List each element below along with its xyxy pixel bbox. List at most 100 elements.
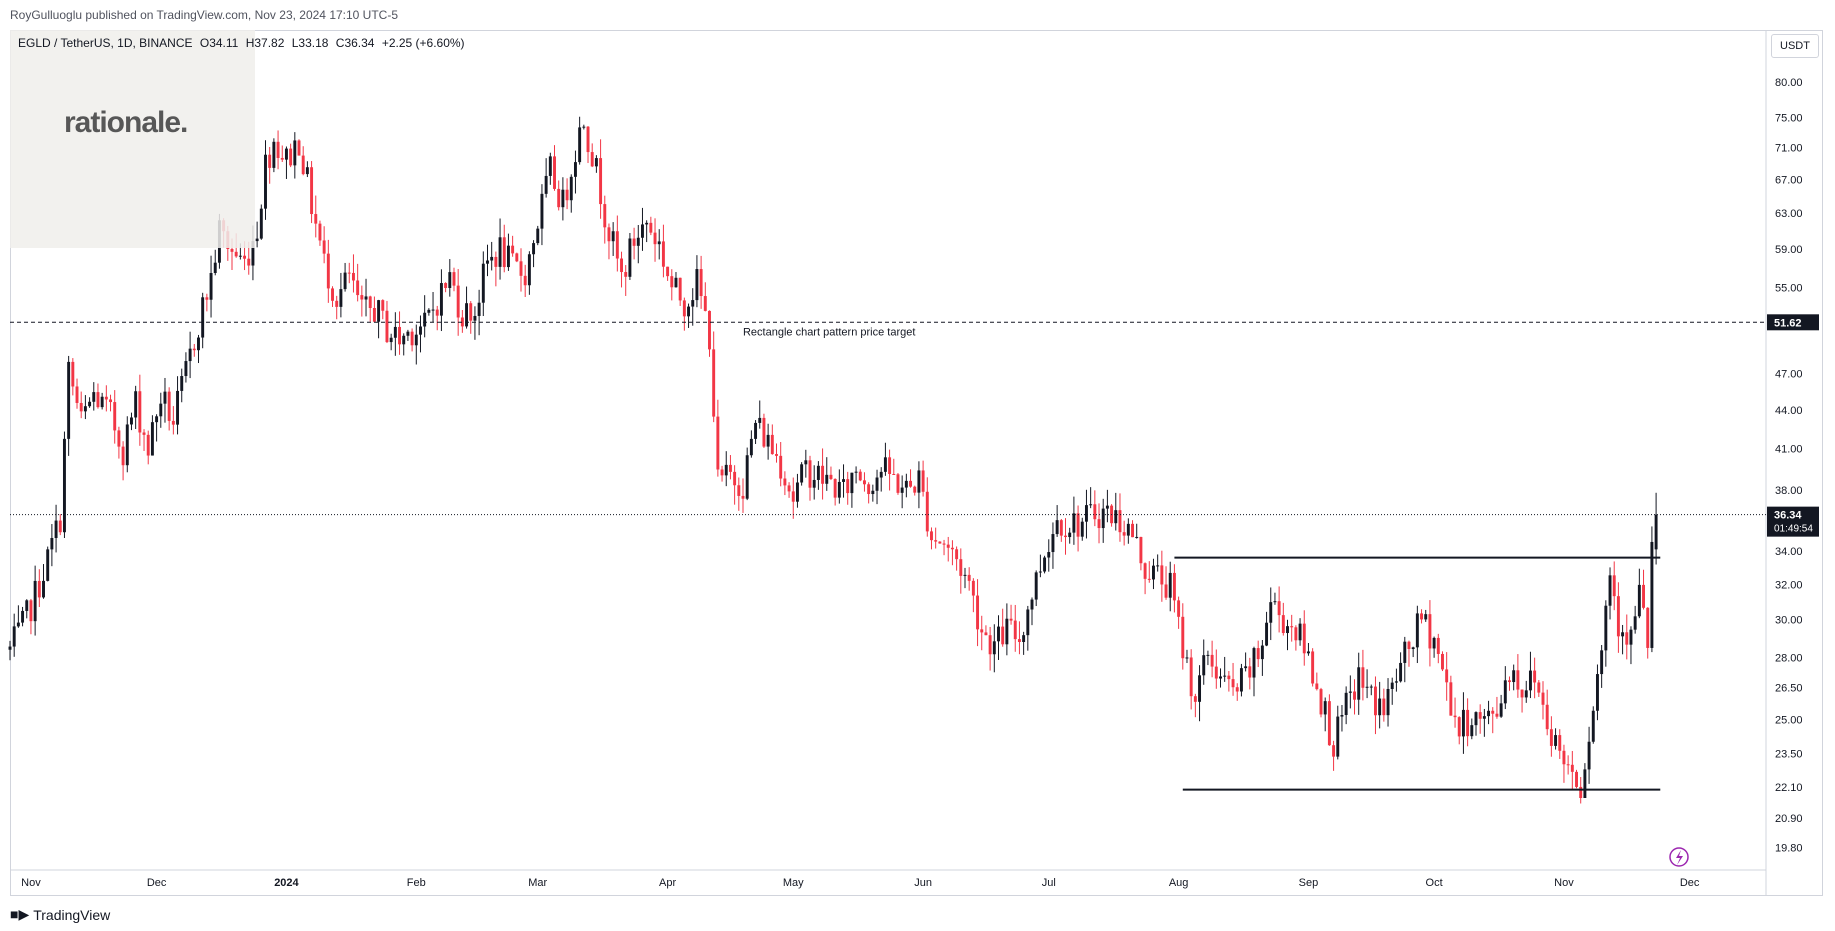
candle-body [481,263,485,303]
candle-body [1495,713,1499,717]
candle-body [1604,605,1608,651]
candle-body [645,222,649,225]
lightning-bolt-icon [1676,850,1683,865]
candle-body [611,231,615,242]
candle-body [682,300,686,317]
candle-body [1260,645,1264,660]
candle-body [775,454,778,456]
candle-body [695,269,699,301]
candle-body [879,471,883,478]
candle-body [339,289,343,307]
candle-body [280,157,284,160]
candle-body [988,635,992,655]
candle-body [1449,682,1453,716]
candle-body [1541,692,1545,705]
candle-body [297,140,301,156]
candle-body [113,402,117,431]
time-tick-label: Aug [1169,877,1189,889]
candle-body [1001,626,1005,645]
candle-body [255,238,259,242]
candle-body [1612,575,1616,597]
candle-body [946,544,950,548]
candle-body [523,275,527,286]
candle-body [590,152,594,167]
candle-body [37,580,41,598]
tradingview-footer[interactable]: ■▶ TradingView [10,906,110,923]
candle-body [1512,670,1516,683]
candle-body [335,300,339,307]
rationale-watermark: rationale. [10,30,255,248]
candle-body [155,416,159,423]
candle-body [398,326,402,345]
candle-body [406,331,410,336]
candle-body [1570,764,1574,772]
candle-body [754,422,758,439]
candle-body [519,261,523,276]
candle-body [1047,552,1051,558]
candle-body [1005,618,1009,645]
candle-body [322,240,326,254]
candle-body [984,632,988,636]
candle-body [284,148,288,160]
candle-body [419,326,422,335]
candle-body [251,241,255,266]
candle-body [883,457,887,472]
candle-body [1369,686,1373,688]
candle-body [1147,578,1151,580]
candle-body [720,469,724,476]
candle-body [1378,698,1382,716]
lightning-icon[interactable] [1669,847,1689,867]
candle-body [1461,709,1465,737]
candle-body [1549,729,1553,746]
candle-body [58,520,62,533]
symbol-legend: EGLD / TetherUS, 1D, BINANCE O34.11 H37.… [18,36,465,50]
candle-body [636,237,640,246]
candle-body [33,580,37,622]
candle-body [180,376,184,391]
candle-body [624,272,628,277]
candle-body [1545,704,1549,730]
candle-body [268,154,272,168]
candle-body [1152,565,1155,580]
candle-body [360,295,364,300]
candle-body [1629,629,1633,645]
candle-body [1294,627,1298,641]
candle-body [779,455,783,479]
price-tick-label: 23.50 [1775,749,1803,761]
candle-body [1403,641,1407,663]
candle-body [1319,689,1323,715]
price-tick-label: 63.00 [1775,208,1803,220]
candle-body [1290,626,1294,628]
time-tick-label: Dec [1680,877,1700,889]
candle-body [318,223,322,241]
candle-body [783,478,787,486]
candle-body [1093,504,1097,520]
candle-body [1394,681,1398,683]
candle-body [197,337,200,351]
candle-body [1038,571,1042,573]
candle-body [1277,601,1281,616]
candle-body [1172,572,1176,601]
price-tick-label: 59.00 [1775,244,1803,256]
price-tick-label: 34.00 [1775,546,1803,558]
candle-body [670,276,674,288]
candle-body [1089,504,1093,506]
price-tick-label: 26.50 [1775,683,1803,695]
candle-body [259,208,263,239]
legend-low: L33.18 [291,36,329,50]
candle-body [1508,680,1511,683]
candle-body [795,482,799,502]
candle-body [1126,523,1130,536]
candle-body [159,403,163,417]
candle-body [674,277,678,288]
candle-body [1311,651,1315,684]
candle-body [460,317,464,327]
candle-body [1616,596,1620,637]
candle-body [829,474,833,479]
chart-panel[interactable] [10,30,1823,896]
candle-body [712,349,716,417]
currency-unit-button[interactable]: USDT [1771,34,1819,58]
candle-body [264,154,267,209]
candle-body [733,471,737,486]
